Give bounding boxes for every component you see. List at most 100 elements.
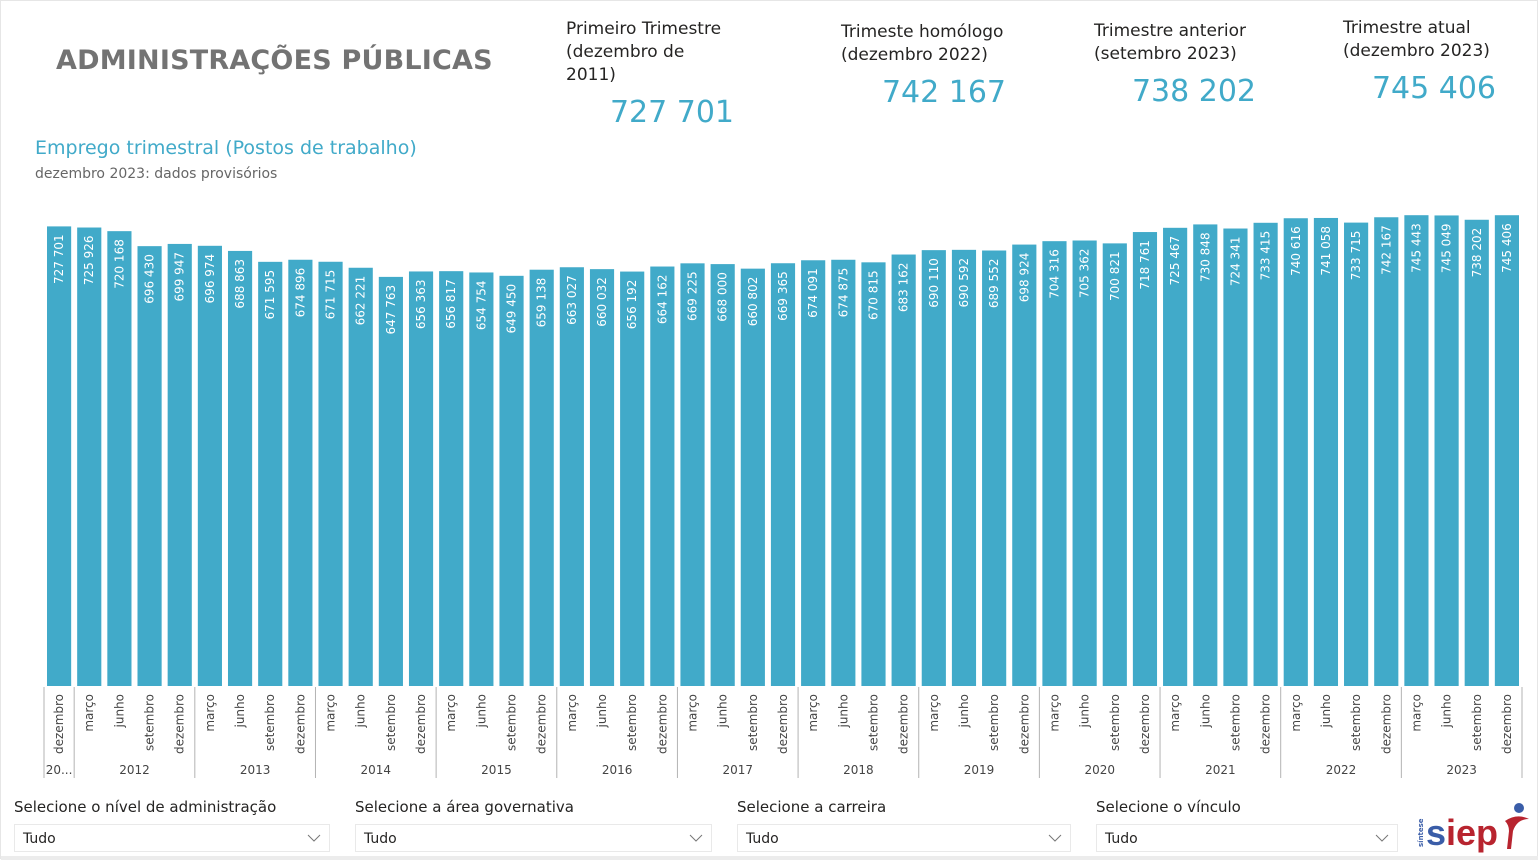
bar-data-label: 683 162 xyxy=(897,263,911,313)
bar[interactable] xyxy=(559,267,584,686)
bar-data-label: 660 032 xyxy=(595,277,609,327)
bar[interactable] xyxy=(1344,222,1369,686)
bar-data-label: 688 863 xyxy=(233,259,247,309)
x-tick-label-month: março xyxy=(1409,694,1423,732)
x-tick-label-month: junho xyxy=(716,694,730,729)
bar[interactable] xyxy=(197,245,222,686)
bar-data-label: 662 221 xyxy=(354,276,368,326)
bar[interactable] xyxy=(1132,232,1158,686)
bar[interactable] xyxy=(951,249,977,686)
x-tick-label-month: dezembro xyxy=(1259,694,1273,754)
bar-data-label: 669 225 xyxy=(686,271,700,321)
x-tick-label-month: junho xyxy=(474,694,488,729)
slicer-vinculo: Selecione o vínculo Tudo xyxy=(1096,798,1398,852)
x-tick-label-year: 2023 xyxy=(1446,763,1477,777)
bar[interactable] xyxy=(1253,222,1278,686)
bar[interactable] xyxy=(680,263,705,686)
bar[interactable] xyxy=(710,264,735,686)
dropdown-vinculo[interactable]: Tudo xyxy=(1096,824,1398,852)
dropdown-nivel-administracao[interactable]: Tudo xyxy=(14,824,330,852)
x-tick-label-month: dezembro xyxy=(414,694,428,754)
kpi-value: 727 701 xyxy=(609,95,734,130)
dropdown-value: Tudo xyxy=(1105,831,1138,847)
bar-data-label: 724 341 xyxy=(1228,237,1242,287)
dropdown-carreira[interactable]: Tudo xyxy=(737,824,1071,852)
bar[interactable] xyxy=(891,254,916,686)
bar[interactable] xyxy=(378,276,403,686)
kpi-value: 745 406 xyxy=(1371,71,1496,106)
bar-data-label: 718 761 xyxy=(1138,240,1152,290)
bar[interactable] xyxy=(348,267,373,686)
bar[interactable] xyxy=(1072,240,1097,686)
bar-data-label: 647 763 xyxy=(384,285,398,335)
bar[interactable] xyxy=(1223,228,1248,686)
bar[interactable] xyxy=(529,269,554,686)
bar[interactable] xyxy=(801,260,826,686)
x-tick-label-month: março xyxy=(806,694,820,732)
bar[interactable] xyxy=(620,271,645,686)
bar[interactable] xyxy=(1374,217,1399,686)
x-tick-label-month: março xyxy=(203,694,217,732)
bar-data-label: 699 947 xyxy=(173,252,187,302)
kpi-card-trimestre-anterior: Trimestre anterior (setembro 2023) 738 20… xyxy=(1094,20,1256,109)
x-tick-label-month: março xyxy=(686,694,700,732)
x-tick-label-month: setembro xyxy=(746,694,760,751)
bar[interactable] xyxy=(831,259,856,686)
slicer-nivel-administracao: Selecione o nível de administração Tudo xyxy=(14,798,330,852)
bar[interactable] xyxy=(650,266,675,686)
bar-data-label: 738 202 xyxy=(1470,228,1484,278)
bar-data-label: 745 406 xyxy=(1500,223,1514,273)
bar[interactable] xyxy=(288,259,313,686)
dropdown-area-governativa[interactable]: Tudo xyxy=(355,824,712,852)
bar[interactable] xyxy=(1193,224,1218,686)
chart-title: Emprego trimestral (Postos de trabalho) xyxy=(35,137,417,159)
bar[interactable] xyxy=(47,226,72,687)
bar-data-label: 654 754 xyxy=(474,280,488,330)
dropdown-value: Tudo xyxy=(23,831,56,847)
x-tick-label-month: junho xyxy=(112,694,126,729)
bar[interactable] xyxy=(1434,215,1459,686)
bar[interactable] xyxy=(982,250,1007,686)
bar[interactable] xyxy=(137,246,162,686)
x-tick-label-month: setembro xyxy=(505,694,519,751)
bar[interactable] xyxy=(258,261,283,686)
bar[interactable] xyxy=(227,250,253,686)
bar[interactable] xyxy=(1012,244,1037,686)
bar[interactable] xyxy=(770,263,796,686)
bar[interactable] xyxy=(1313,217,1339,686)
bar[interactable] xyxy=(740,268,765,686)
bar[interactable] xyxy=(1042,241,1067,687)
x-tick-label-month: março xyxy=(1289,694,1303,732)
chart-subtitle: dezembro 2023: dados provisórios xyxy=(35,166,278,182)
x-tick-label-month: março xyxy=(565,694,579,732)
bar-data-label: 656 363 xyxy=(414,279,428,329)
bar-data-label: 649 450 xyxy=(505,284,519,334)
bar[interactable] xyxy=(1163,227,1188,687)
x-tick-label-month: dezembro xyxy=(897,694,911,754)
chevron-down-icon xyxy=(689,834,703,842)
bar[interactable] xyxy=(1102,243,1127,686)
bar[interactable] xyxy=(107,231,132,686)
bar[interactable] xyxy=(77,227,102,686)
bar-data-label: 674 091 xyxy=(806,268,820,318)
bar[interactable] xyxy=(861,262,886,686)
bar[interactable] xyxy=(1404,215,1429,686)
bar[interactable] xyxy=(499,275,524,686)
bar[interactable] xyxy=(167,243,192,686)
bar[interactable] xyxy=(1494,215,1519,686)
bar[interactable] xyxy=(408,271,434,686)
bar[interactable] xyxy=(469,272,494,686)
kpi-card-trimestre-homologo: Trimeste homólogo (dezembro 2022) 742 167 xyxy=(841,21,1006,110)
bar[interactable] xyxy=(589,269,615,686)
bar[interactable] xyxy=(318,261,343,686)
bar[interactable] xyxy=(1283,218,1308,686)
x-tick-label-month: março xyxy=(82,694,96,732)
bar[interactable] xyxy=(439,271,464,686)
kpi-label: Trimestre anterior (setembro 2023) xyxy=(1094,20,1256,66)
chevron-down-icon xyxy=(1375,834,1389,842)
x-tick-label-year: 2015 xyxy=(481,763,512,777)
bar[interactable] xyxy=(1464,219,1489,686)
bar[interactable] xyxy=(921,250,946,686)
logo-figure-head xyxy=(1514,803,1524,813)
bar-data-label: 696 430 xyxy=(143,254,157,304)
